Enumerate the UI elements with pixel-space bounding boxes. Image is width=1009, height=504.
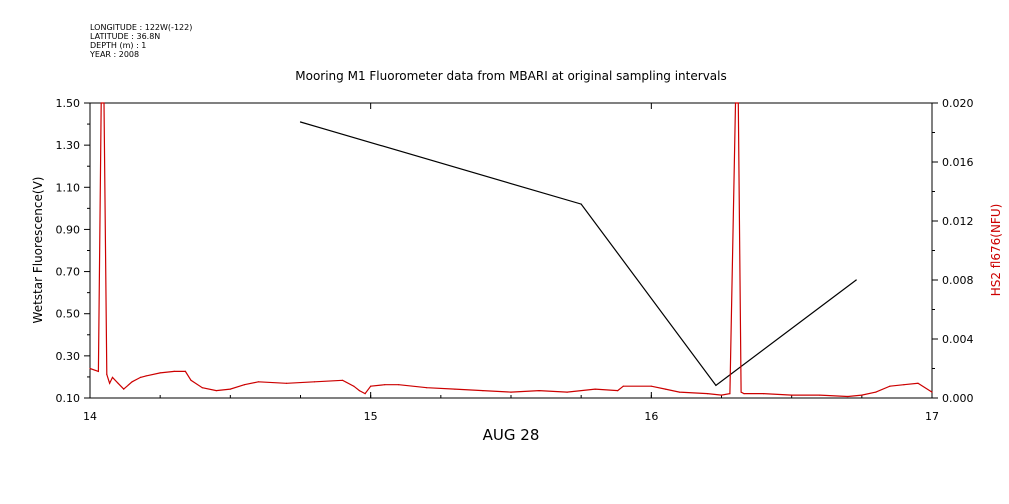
data-point-hs2 xyxy=(861,394,863,396)
data-point-wetstar xyxy=(715,384,717,386)
data-point-hs2 xyxy=(743,393,745,395)
data-point-hs2 xyxy=(243,384,245,386)
data-point-hs2 xyxy=(100,102,102,104)
data-point-hs2 xyxy=(917,382,919,384)
data-point-hs2 xyxy=(285,382,288,384)
data-point-hs2 xyxy=(313,381,316,383)
y-axis-right: 0.000 0.004 0.008 0.012 0.016 0.020 xyxy=(932,97,974,405)
data-point-hs2 xyxy=(903,384,905,386)
y-left-tick-label: 1.50 xyxy=(56,97,81,110)
data-point-hs2 xyxy=(145,375,147,377)
metadata-year: YEAR : 2008 xyxy=(89,50,139,59)
series-layer xyxy=(89,102,933,398)
y-left-tick-label: 0.10 xyxy=(56,392,81,405)
metadata-longitude: LONGITUDE : 122W(-122) xyxy=(90,23,192,32)
y-axis-left-label: Wetstar Fluorescence(V) xyxy=(31,177,45,324)
series-line-wetstar xyxy=(300,121,857,387)
data-point-hs2 xyxy=(370,385,372,387)
data-point-hs2 xyxy=(123,388,125,390)
data-point-hs2 xyxy=(89,367,91,370)
y-right-tick-label: 0.004 xyxy=(942,333,974,346)
data-point-hs2 xyxy=(111,376,114,378)
series-line-hs2 xyxy=(89,102,933,398)
data-point-hs2 xyxy=(97,370,99,372)
y-left-tick-label: 0.30 xyxy=(56,350,81,363)
x-axis-label: AUG 28 xyxy=(483,426,540,444)
y-left-tick-label: 1.10 xyxy=(56,181,81,194)
data-point-hs2 xyxy=(538,390,540,392)
data-point-hs2 xyxy=(734,102,737,104)
x-tick-label: 15 xyxy=(364,410,378,423)
y-left-tick-label: 0.70 xyxy=(56,266,81,279)
data-point-hs2 xyxy=(622,385,624,387)
data-point-hs2 xyxy=(342,379,344,381)
data-point-hs2 xyxy=(791,394,793,396)
data-point-hs2 xyxy=(510,391,512,393)
y-left-tick-label: 0.50 xyxy=(56,308,81,321)
y-right-tick-label: 0.012 xyxy=(942,215,974,228)
data-point-hs2 xyxy=(482,390,484,392)
data-point-hs2 xyxy=(650,385,652,387)
data-point-hs2 xyxy=(720,394,723,396)
data-point-hs2 xyxy=(763,393,765,395)
data-point-hs2 xyxy=(931,391,933,393)
y-right-tick-label: 0.016 xyxy=(942,156,974,169)
data-point-hs2 xyxy=(201,387,203,389)
data-point-hs2 xyxy=(678,391,681,393)
data-point-hs2 xyxy=(875,391,877,393)
data-point-hs2 xyxy=(426,387,428,389)
data-point-hs2 xyxy=(729,393,731,395)
data-point-hs2 xyxy=(131,381,133,383)
data-point-hs2 xyxy=(257,381,259,383)
data-point-wetstar xyxy=(855,279,857,281)
data-point-hs2 xyxy=(173,370,175,372)
data-point-hs2 xyxy=(103,102,105,104)
chart-title: Mooring M1 Fluorometer data from MBARI a… xyxy=(295,69,726,83)
data-point-hs2 xyxy=(190,379,192,381)
data-point-hs2 xyxy=(594,388,596,390)
y-axis-left: 0.10 0.30 0.50 0.70 0.90 1.10 1.30 1.50 xyxy=(56,97,90,405)
data-point-hs2 xyxy=(364,393,366,395)
metadata-latitude: LATITUDE : 36.8N xyxy=(90,32,160,41)
y-left-tick-label: 1.30 xyxy=(56,139,81,152)
x-tick-label: 14 xyxy=(83,410,97,423)
data-point-hs2 xyxy=(398,384,400,386)
y-right-tick-label: 0.008 xyxy=(942,274,974,287)
y-axis-right-label: HS2 fl676(NFU) xyxy=(989,204,1003,297)
data-point-hs2 xyxy=(664,388,667,390)
data-point-hs2 xyxy=(566,391,568,393)
data-point-hs2 xyxy=(454,388,456,390)
data-point-hs2 xyxy=(229,388,231,390)
data-point-hs2 xyxy=(358,390,360,392)
data-point-hs2 xyxy=(740,391,742,393)
plot-frame xyxy=(89,102,933,399)
data-point-hs2 xyxy=(737,102,739,104)
x-tick-label: 17 xyxy=(925,410,939,423)
metadata-depth: DEPTH (m) : 1 xyxy=(90,41,146,50)
x-axis: 14 15 16 17 xyxy=(83,103,939,423)
data-point-hs2 xyxy=(384,384,386,386)
data-point-hs2 xyxy=(847,395,849,398)
data-point-hs2 xyxy=(353,385,355,387)
data-point-hs2 xyxy=(889,385,891,387)
data-point-hs2 xyxy=(617,390,619,392)
data-point-hs2 xyxy=(706,393,709,395)
data-point-hs2 xyxy=(215,390,217,392)
data-point-hs2 xyxy=(819,394,821,396)
x-tick-label: 16 xyxy=(644,410,658,423)
data-point-wetstar xyxy=(299,121,302,123)
y-right-tick-label: 0.000 xyxy=(942,392,974,405)
data-point-wetstar xyxy=(580,203,582,205)
y-right-tick-label: 0.020 xyxy=(942,97,974,110)
data-point-hs2 xyxy=(109,382,111,384)
data-point-hs2 xyxy=(184,370,186,372)
data-point-hs2 xyxy=(117,382,119,384)
metadata-block: LONGITUDE : 122W(-122) LATITUDE : 36.8N … xyxy=(89,23,192,59)
data-point-hs2 xyxy=(106,373,108,375)
data-point-hs2 xyxy=(159,372,161,374)
y-left-tick-label: 0.90 xyxy=(56,223,81,236)
data-point-hs2 xyxy=(139,376,142,378)
